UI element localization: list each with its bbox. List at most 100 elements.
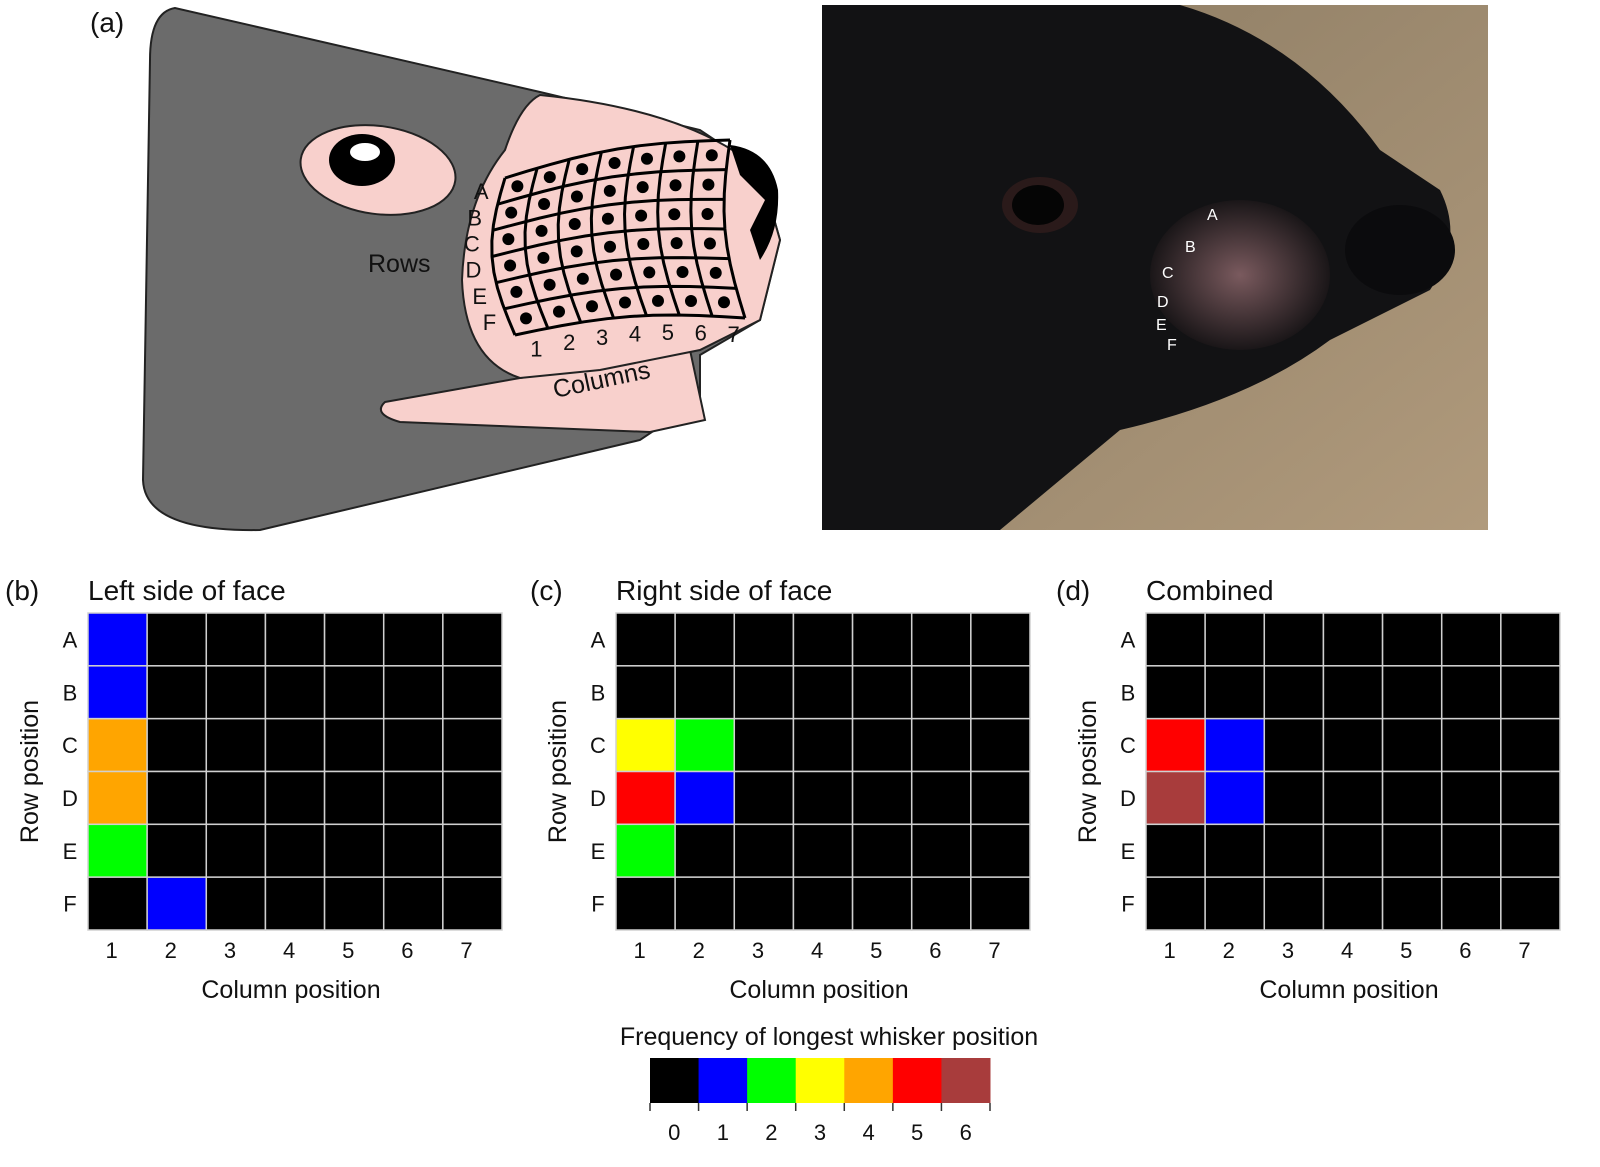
heatmap-cell-F2 [1204, 876, 1266, 931]
row-tick-label: D [62, 786, 78, 811]
panel-label-a: (a) [90, 7, 124, 38]
heatmap-cell-C7 [970, 717, 1031, 773]
heatmap-cell-D1 [87, 770, 148, 826]
heatmap-cell-E2 [1204, 823, 1266, 878]
diagram-column-number: 6 [695, 320, 707, 345]
heatmap-cell-F3 [733, 876, 795, 931]
heatmap-cell-B3 [205, 665, 267, 720]
whisker-dot [604, 240, 617, 253]
x-axis-label: Column position [729, 976, 908, 1004]
heatmap-cell-E4 [264, 823, 326, 878]
diagram-row-letter: D [466, 258, 482, 283]
grid-row-line [497, 168, 727, 206]
whisker-dot [537, 251, 550, 264]
x-axis-label: Column position [1259, 976, 1438, 1004]
colorbar-tick-label: 1 [717, 1120, 729, 1145]
heatmap-cell-F1 [1145, 876, 1206, 931]
heatmap-cell-D5 [851, 770, 913, 826]
y-axis-label: Row position [16, 700, 44, 843]
heatmap-cell-F4 [264, 876, 326, 931]
photo-row-letter: B [1185, 239, 1196, 256]
heatmap-cell-E2 [146, 823, 208, 878]
heatmap-cell-B2 [674, 665, 736, 720]
heatmap-cell-C1 [87, 717, 148, 773]
whisker-dot [553, 305, 566, 318]
heatmap-cell-B3 [1263, 665, 1325, 720]
column-tick-label: 6 [1459, 938, 1471, 963]
column-tick-label: 1 [1164, 938, 1176, 963]
heatmap-cell-A1 [87, 612, 148, 667]
heatmap-title: Left side of face [88, 575, 286, 606]
nose [730, 145, 779, 260]
heatmap-title: Combined [1146, 575, 1274, 606]
x-axis-label: Column position [201, 976, 380, 1004]
diagram-row-letter: A [474, 179, 489, 204]
row-tick-label: E [591, 839, 606, 864]
heatmap-cell-D4 [264, 770, 326, 826]
whisker-dot [684, 294, 697, 307]
grid-row-line [492, 197, 725, 232]
diagram-column-number: 3 [596, 325, 608, 350]
heatmap-cell-A6 [910, 612, 972, 667]
column-tick-label: 1 [634, 938, 646, 963]
whisker-dot [651, 294, 664, 307]
whisker-dot [505, 206, 518, 219]
colorbar-swatch [747, 1058, 797, 1103]
heatmap-cell-B3 [733, 665, 795, 720]
heatmap-cell-D2 [146, 770, 208, 826]
panel-label: (d) [1056, 575, 1090, 606]
column-tick-label: 5 [870, 938, 882, 963]
heatmap-cell-B1 [1145, 665, 1206, 720]
heatmap-cell-E5 [851, 823, 913, 878]
grid-row-line [514, 313, 746, 337]
column-tick-label: 2 [165, 938, 177, 963]
heatmap-cell-C1 [1145, 717, 1206, 773]
y-axis-label: Row position [1074, 700, 1102, 843]
whisker-dot [601, 212, 614, 225]
heatmap-cell-A2 [674, 612, 736, 667]
heatmap-cell-D1 [615, 770, 676, 826]
heatmap-cell-C1 [615, 717, 676, 773]
photo-row-letter: D [1157, 294, 1169, 311]
heatmap-cell-A2 [1204, 612, 1266, 667]
colorbar-tick-label: 6 [960, 1120, 972, 1145]
heatmap-cell-C7 [442, 717, 503, 773]
heatmap-cell-C3 [733, 717, 795, 773]
colorbar-tick-label: 0 [668, 1120, 680, 1145]
whisker-dot [705, 149, 718, 162]
heatmap-cell-D4 [1322, 770, 1384, 826]
heatmap-cell-A3 [205, 612, 267, 667]
heatmap-cell-F7 [1500, 876, 1561, 931]
column-tick-label: 5 [342, 938, 354, 963]
row-tick-label: D [1120, 786, 1136, 811]
whisker-dot [502, 233, 515, 246]
heatmap-cell-D3 [205, 770, 267, 826]
heatmap-cell-A2 [146, 612, 208, 667]
heatmap-cell-B2 [1204, 665, 1266, 720]
heatmap-cell-F5 [323, 876, 385, 931]
whisker-dot [618, 296, 631, 309]
heatmap-cell-E7 [970, 823, 1031, 878]
column-tick-label: 6 [929, 938, 941, 963]
row-tick-label: C [62, 733, 78, 758]
heatmap-cell-C6 [910, 717, 972, 773]
heatmap-cell-D2 [1204, 770, 1266, 826]
whisker-dot [701, 208, 714, 221]
heatmap-cell-E6 [382, 823, 444, 878]
heatmap-cell-A5 [851, 612, 913, 667]
heatmap-cell-D5 [323, 770, 385, 826]
heatmap-cell-A3 [733, 612, 795, 667]
column-tick-label: 7 [988, 938, 1000, 963]
diagram-column-number: 1 [530, 337, 542, 362]
photo-row-letter: C [1162, 265, 1174, 282]
rows-label: Rows [368, 250, 431, 278]
heatmap-cell-B7 [970, 665, 1031, 720]
heatmap-cell-D2 [674, 770, 736, 826]
column-tick-label: 3 [224, 938, 236, 963]
heatmap-cell-B4 [1322, 665, 1384, 720]
photo-row-letter: F [1167, 337, 1177, 354]
grid-row-line [504, 284, 737, 311]
row-tick-label: C [590, 733, 606, 758]
whisker-dot [603, 184, 616, 197]
heatmap-cell-A7 [442, 612, 503, 667]
